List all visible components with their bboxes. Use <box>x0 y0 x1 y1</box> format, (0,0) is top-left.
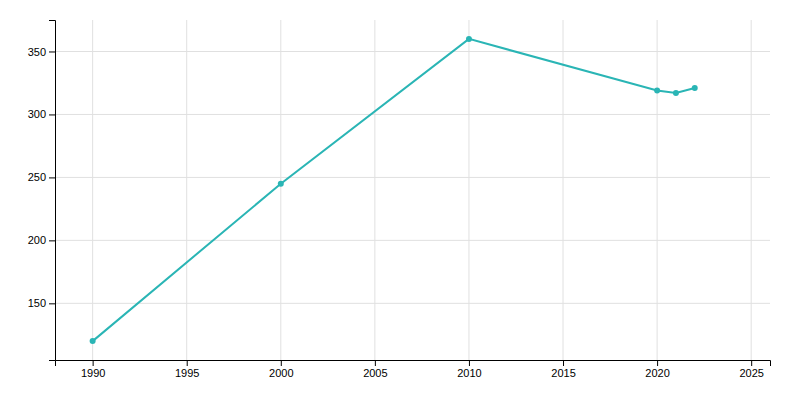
x-tick: 2005 <box>363 360 387 379</box>
y-tick-label: 350 <box>28 46 46 58</box>
grid <box>55 20 770 360</box>
x-tick-label: 1990 <box>81 367 105 379</box>
grid-line-y <box>55 240 770 241</box>
x-axis: 1990 1995 2000 2005 2010 2015 2020 2025 <box>56 360 771 379</box>
point <box>654 88 660 94</box>
x-tick-label: 2010 <box>457 367 481 379</box>
grid-line-x <box>563 20 564 360</box>
y-tick-mark <box>49 240 55 241</box>
point <box>90 338 96 344</box>
x-tick: 2010 <box>457 360 481 379</box>
x-tick-mark <box>375 360 376 366</box>
x-tick-label: 2000 <box>269 367 293 379</box>
x-tick-label: 1995 <box>175 367 199 379</box>
y-tick-label: 300 <box>28 108 46 120</box>
x-tick-mark <box>187 360 188 366</box>
grid-line-x <box>92 20 93 360</box>
x-tick: 1990 <box>81 360 105 379</box>
grid-line-x <box>657 20 658 360</box>
grid-line-y <box>55 303 770 304</box>
x-axis-line <box>56 361 771 367</box>
point <box>466 36 472 42</box>
y-tick: 150 <box>28 297 55 309</box>
line <box>93 39 695 341</box>
x-tick: 1995 <box>175 360 199 379</box>
y-tick-label: 150 <box>28 297 46 309</box>
y-tick-label: 200 <box>28 234 46 246</box>
y-tick-label: 250 <box>28 171 46 183</box>
y-tick-mark <box>49 177 55 178</box>
x-tick-label: 2005 <box>363 367 387 379</box>
x-tick-mark <box>563 360 564 366</box>
grid-line-x <box>280 20 281 360</box>
chart-svg: 1990 1995 2000 2005 2010 2015 2020 2025 150 200 25… <box>0 0 800 400</box>
y-tick-mark <box>49 114 55 115</box>
y-tick: 200 <box>28 234 55 246</box>
y-tick-mark <box>49 51 55 52</box>
point <box>673 90 679 96</box>
x-tick-label: 2025 <box>739 367 763 379</box>
y-axis: 150 200 250 300 350 <box>28 21 56 361</box>
grid-line-y <box>55 114 770 115</box>
y-tick: 300 <box>28 108 55 120</box>
x-tick: 2025 <box>739 360 763 379</box>
grid-line-y <box>55 51 770 52</box>
x-tick-mark <box>93 360 94 366</box>
marks <box>90 36 698 344</box>
x-tick-mark <box>657 360 658 366</box>
grid-line-x <box>751 20 752 360</box>
x-tick-label: 2015 <box>551 367 575 379</box>
x-tick: 2015 <box>551 360 575 379</box>
point <box>278 181 284 187</box>
y-tick-mark <box>49 303 55 304</box>
x-tick: 2000 <box>269 360 293 379</box>
x-tick-label: 2020 <box>645 367 669 379</box>
grid-line-y <box>55 177 770 178</box>
plot-area: 1990 1995 2000 2005 2010 2015 2020 2025 150 200 25… <box>28 20 771 379</box>
y-tick: 250 <box>28 171 55 183</box>
grid-line-x <box>468 20 469 360</box>
y-axis-line <box>49 21 56 361</box>
x-tick-mark <box>469 360 470 366</box>
grid-line-x <box>186 20 187 360</box>
y-tick: 350 <box>28 46 55 58</box>
x-tick: 2020 <box>645 360 669 379</box>
x-tick-mark <box>751 360 752 366</box>
point <box>692 85 698 91</box>
x-tick-mark <box>281 360 282 366</box>
grid-line-x <box>374 20 375 360</box>
